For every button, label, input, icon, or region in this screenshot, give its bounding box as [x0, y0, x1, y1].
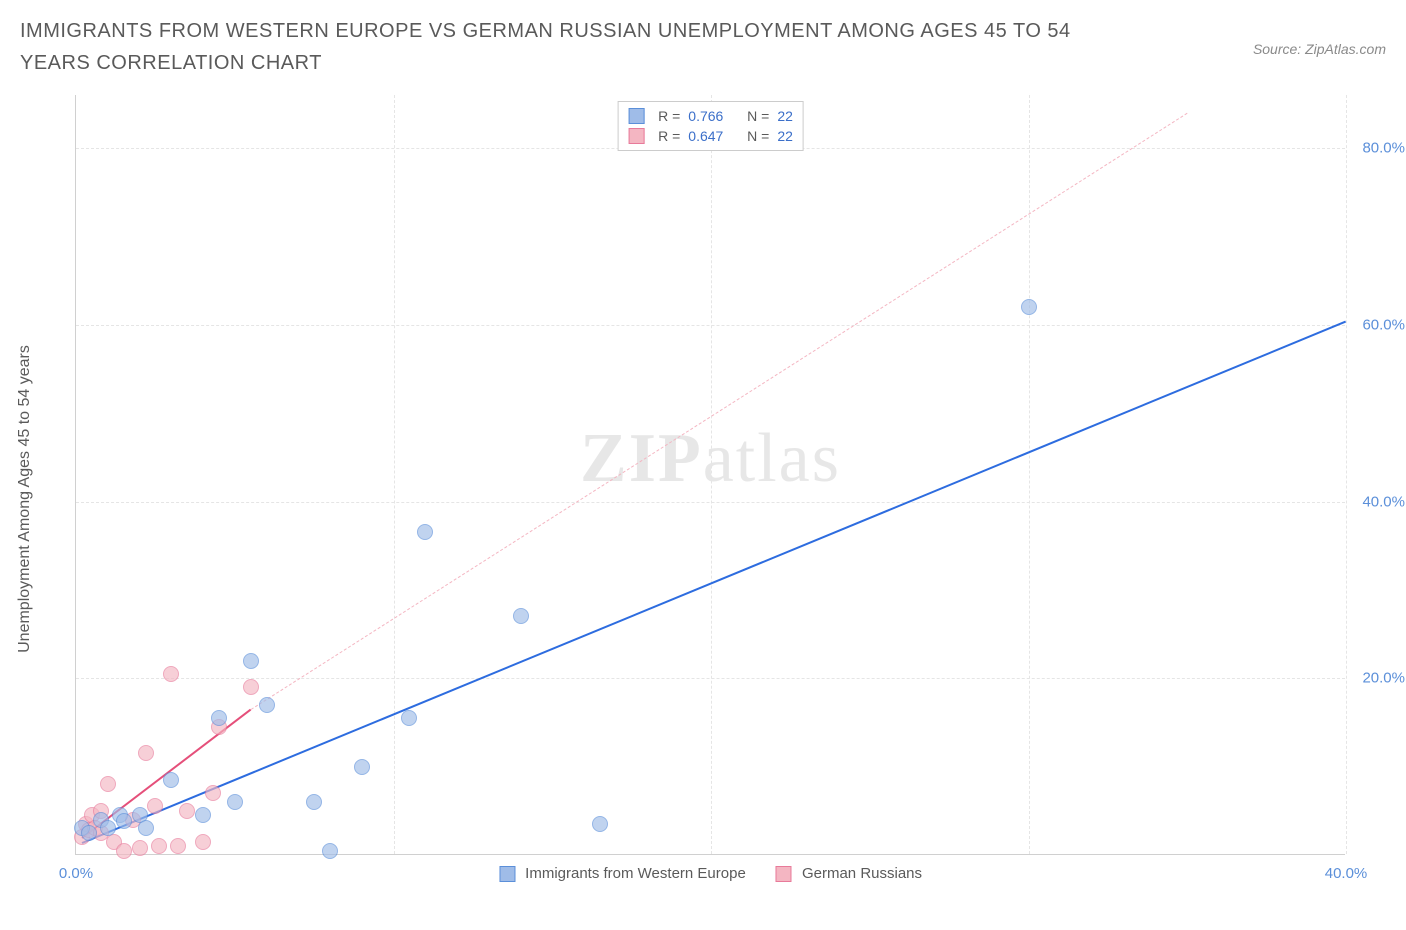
trend-line-extension	[250, 113, 1187, 710]
legend-item-pink: German Russians	[776, 865, 922, 882]
data-point	[205, 785, 221, 801]
r-label: R =	[658, 128, 680, 144]
legend-swatch-blue	[628, 108, 644, 124]
data-point	[259, 697, 275, 713]
data-point	[322, 843, 338, 859]
data-point	[417, 524, 433, 540]
r-label: R =	[658, 108, 680, 124]
y-tick-label: 60.0%	[1362, 316, 1405, 333]
data-point	[243, 653, 259, 669]
legend-swatch-pink-icon	[776, 866, 792, 882]
data-point	[116, 813, 132, 829]
data-point	[132, 840, 148, 856]
plot-outer: Unemployment Among Ages 45 to 54 years Z…	[60, 95, 1380, 885]
data-point	[513, 608, 529, 624]
data-point	[401, 710, 417, 726]
data-point	[163, 666, 179, 682]
correlation-legend-row-blue: R = 0.766 N = 22	[628, 106, 793, 126]
y-axis-label: Unemployment Among Ages 45 to 54 years	[16, 345, 34, 653]
watermark-atlas: atlas	[703, 420, 841, 497]
data-point	[100, 820, 116, 836]
plot-area: ZIPatlas R = 0.766 N = 22 R = 0.647 N =	[75, 95, 1345, 855]
n-value-blue: 22	[777, 108, 793, 124]
y-tick-label: 20.0%	[1362, 670, 1405, 687]
data-point	[170, 838, 186, 854]
source-label: Source: ZipAtlas.com	[1253, 41, 1386, 57]
chart-title: IMMIGRANTS FROM WESTERN EUROPE VS GERMAN…	[20, 15, 1120, 79]
data-point	[211, 710, 227, 726]
y-tick-label: 80.0%	[1362, 140, 1405, 157]
data-point	[147, 798, 163, 814]
legend-label-blue: Immigrants from Western Europe	[525, 865, 746, 882]
gridline-vertical	[394, 95, 395, 854]
data-point	[138, 820, 154, 836]
data-point	[1021, 299, 1037, 315]
legend-item-blue: Immigrants from Western Europe	[499, 865, 746, 882]
legend-swatch-blue-icon	[499, 866, 515, 882]
n-label: N =	[747, 108, 769, 124]
correlation-legend: R = 0.766 N = 22 R = 0.647 N = 22	[617, 101, 804, 151]
data-point	[227, 794, 243, 810]
series-legend: Immigrants from Western Europe German Ru…	[499, 865, 922, 882]
gridline-vertical	[1029, 95, 1030, 854]
legend-label-pink: German Russians	[802, 865, 922, 882]
x-tick-label: 0.0%	[59, 865, 93, 882]
data-point	[592, 816, 608, 832]
correlation-legend-row-pink: R = 0.647 N = 22	[628, 126, 793, 146]
y-tick-label: 40.0%	[1362, 493, 1405, 510]
data-point	[81, 825, 97, 841]
n-value-pink: 22	[777, 128, 793, 144]
r-value-pink: 0.647	[688, 128, 723, 144]
data-point	[354, 759, 370, 775]
legend-swatch-pink	[628, 128, 644, 144]
data-point	[163, 772, 179, 788]
gridline-vertical	[1346, 95, 1347, 854]
data-point	[306, 794, 322, 810]
chart-container: IMMIGRANTS FROM WESTERN EUROPE VS GERMAN…	[0, 0, 1406, 930]
data-point	[243, 679, 259, 695]
data-point	[195, 834, 211, 850]
data-point	[138, 745, 154, 761]
x-tick-label: 40.0%	[1325, 865, 1368, 882]
gridline-vertical	[711, 95, 712, 854]
data-point	[151, 838, 167, 854]
title-row: IMMIGRANTS FROM WESTERN EUROPE VS GERMAN…	[20, 15, 1386, 79]
data-point	[100, 776, 116, 792]
r-value-blue: 0.766	[688, 108, 723, 124]
data-point	[116, 843, 132, 859]
data-point	[195, 807, 211, 823]
trend-line	[82, 320, 1346, 843]
data-point	[179, 803, 195, 819]
n-label: N =	[747, 128, 769, 144]
